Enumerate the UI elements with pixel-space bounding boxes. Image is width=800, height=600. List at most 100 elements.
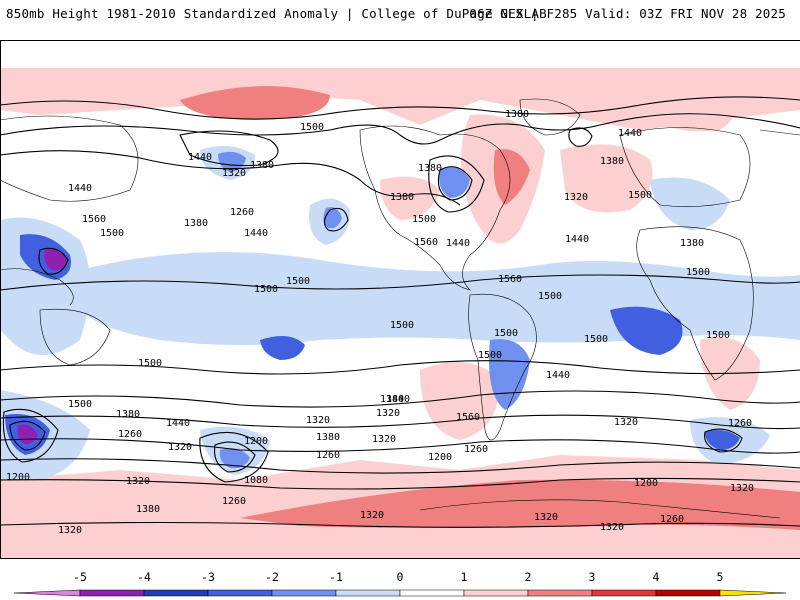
- model-run-info: 06Z GFS | F285 Valid: 03Z FRI NOV 28 202…: [469, 6, 786, 21]
- asia-coast-east: [759, 129, 800, 136]
- contour-1500-north: [0, 113, 800, 145]
- colorbar-tick-label: 0: [396, 570, 404, 584]
- contour-label: 1440: [244, 228, 268, 239]
- colorbar-tick-label: -5: [73, 570, 87, 584]
- colorbar-tick-label: 1: [460, 570, 468, 584]
- contour-label: 1380: [116, 409, 140, 420]
- contour-label: 1260: [230, 207, 254, 218]
- map-canvas: 1500 1380 1440 1320 1380 1440 1560 1500 …: [0, 68, 800, 558]
- contour-label: 1500: [300, 122, 324, 133]
- positive-anomaly-asia: [560, 144, 653, 213]
- contour-label: 1200: [244, 436, 268, 447]
- north-america-coast: [359, 125, 511, 291]
- colorbar-tick-label: -3: [201, 570, 215, 584]
- negative-anomaly-south-pacific-low: [260, 336, 305, 360]
- contour-label: 1440: [386, 394, 410, 405]
- contour-label: 1560: [414, 237, 438, 248]
- contour-label: 1440: [166, 418, 190, 429]
- colorbar-arrow-low: [13, 589, 81, 597]
- contour-1320-north: [179, 130, 279, 167]
- contour-label: 1560: [456, 412, 480, 423]
- contour-label: 1440: [565, 234, 589, 245]
- colorbar-tick-label: 2: [524, 570, 532, 584]
- contour-label: 1500: [286, 276, 310, 287]
- contour-1260-south: [0, 458, 800, 474]
- contour-label: 1500: [584, 334, 608, 345]
- contour-low-west: [38, 247, 69, 275]
- contour-label: 1320: [168, 442, 192, 453]
- negative-anomaly-pacific-low: [218, 151, 246, 172]
- contour-label: 1320: [360, 510, 384, 521]
- colorbar-tick-label: -4: [137, 570, 151, 584]
- positive-anomaly-north-band: [0, 68, 800, 130]
- colorbar-swatch: [335, 589, 401, 597]
- contour-high-central-pacific: [323, 207, 349, 232]
- contour-label: 1380: [184, 218, 208, 229]
- negative-anomaly-south-atlantic-core: [705, 430, 740, 450]
- positive-anomaly-pacific: [180, 86, 330, 120]
- colorbar-swatch: [527, 589, 593, 597]
- negative-anomaly-north-atlantic: [650, 177, 730, 230]
- contour-label: 1320: [222, 168, 246, 179]
- negative-anomaly-west-core: [44, 248, 68, 271]
- contour-label: 1260: [316, 450, 340, 461]
- south-america-coast: [468, 293, 537, 441]
- contour-label: 1380: [680, 238, 704, 249]
- contour-label: 1320: [534, 512, 558, 523]
- contour-label: 1560: [82, 214, 106, 225]
- contour-label: 1380: [136, 504, 160, 515]
- contour-label: 1440: [546, 370, 570, 381]
- colorbar-tick-label: 3: [588, 570, 596, 584]
- contour-label: 1260: [728, 418, 752, 429]
- contour-1320-antarctic: [0, 521, 800, 528]
- contour-1500-tropics: [0, 274, 800, 291]
- greenland-coast: [519, 98, 581, 136]
- colorbar-swatches: [13, 589, 787, 597]
- contour-label: 1080: [244, 475, 268, 486]
- positive-anomaly-west-na: [380, 176, 440, 220]
- contour-label: 1260: [660, 514, 684, 525]
- antarctica-coast: [419, 499, 781, 519]
- coastlines: [0, 98, 800, 519]
- contour-label: 1320: [372, 434, 396, 445]
- contour-label: 1440: [618, 128, 642, 139]
- negative-anomaly-north-america-low: [439, 167, 470, 198]
- colorbar-swatch: [207, 589, 273, 597]
- map-title: 850mb Height 1981-2010 Standardized Anom…: [6, 6, 547, 21]
- colorbar-swatch: [79, 589, 145, 597]
- colorbar-swatch: [655, 589, 721, 597]
- colorbar-swatch: [271, 589, 337, 597]
- contour-1380-south: [0, 414, 800, 430]
- colorbar-tick-label: 4: [652, 570, 660, 584]
- anomaly-map[interactable]: 1500 1380 1440 1320 1380 1440 1560 1500 …: [0, 40, 800, 558]
- contour-low-north-atlantic: [568, 127, 593, 147]
- colorbar: -5 -4 -3 -2 -1 0 1 2 3 4 5: [0, 570, 800, 600]
- contour-label: 1320: [58, 525, 82, 536]
- contour-label: 1320: [306, 415, 330, 426]
- contour-label: 1320: [376, 408, 400, 419]
- contour-label: 1380: [505, 109, 529, 120]
- contour-low-north-america: [428, 155, 485, 213]
- height-contours: [0, 96, 800, 528]
- contour-label: 1260: [222, 496, 246, 507]
- contour-label: 1500: [494, 328, 518, 339]
- header-bar: 850mb Height 1981-2010 Standardized Anom…: [0, 0, 800, 30]
- contour-label: 1380: [316, 432, 340, 443]
- contour-1500-south: [0, 360, 800, 375]
- contour-label: 1200: [634, 478, 658, 489]
- colorbar-tick-label: 5: [716, 570, 724, 584]
- africa-coast: [636, 226, 754, 381]
- contour-label: 1500: [478, 350, 502, 361]
- contour-low-south-pacific: [199, 431, 269, 483]
- contour-label: 1380: [600, 156, 624, 167]
- contour-label: 1380: [380, 394, 404, 405]
- contour-label: 1500: [706, 330, 730, 341]
- contour-1440-north: [0, 150, 461, 206]
- contour-label: 1380: [390, 192, 414, 203]
- contour-1440-south: [0, 390, 800, 408]
- contour-label: 1500: [412, 214, 436, 225]
- contour-label: 1440: [188, 152, 212, 163]
- negative-anomaly-tropics: [80, 252, 800, 345]
- contour-label: 1560: [498, 274, 522, 285]
- contour-label: 1500: [100, 228, 124, 239]
